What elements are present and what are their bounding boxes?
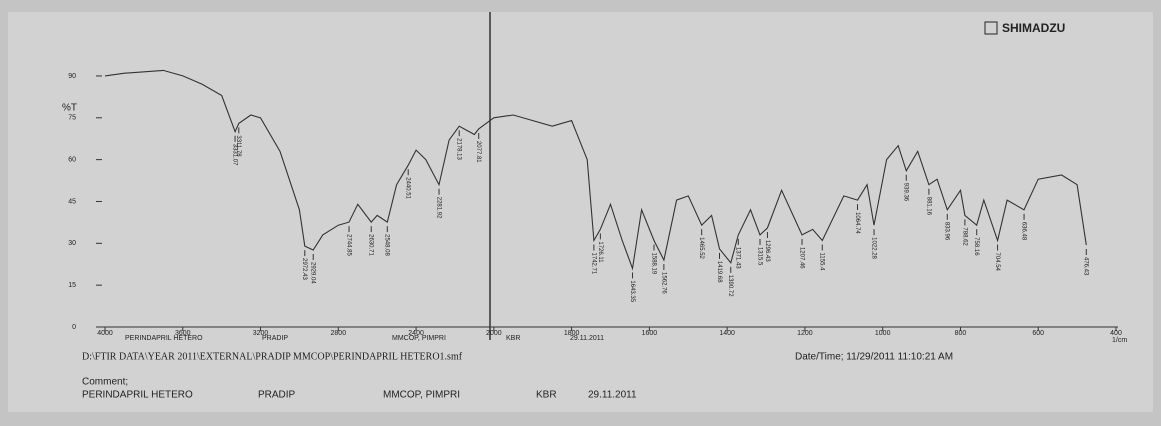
y-tick-label: 15 [68,282,76,289]
peak-label: 3331.07 [231,144,237,166]
peak-label: 1562.76 [660,272,666,294]
x-tick-label: 2800 [331,330,347,337]
peak-label: 1643.35 [629,280,635,302]
peak-label: 833.96 [944,222,950,241]
x-tick-label: 3600 [175,330,191,337]
y-tick-label: 90 [68,73,76,80]
peak-label: 1207.46 [798,247,804,269]
x-tick-label: 2000 [486,330,502,337]
x-axis-label: 1/cm [1112,337,1127,344]
peak-label: 1726.11 [597,241,603,263]
operator: PRADIP [262,335,288,342]
x-tick-label: 1800 [564,330,580,337]
peak-label: 2929.04 [310,262,316,284]
peak-label: 1371.43 [735,247,741,269]
brand: SHIMADZU [1002,21,1065,35]
peak-label: 2744.85 [345,234,351,256]
comment-sample-name: PERINDAPRIL HETERO [82,390,193,401]
file-path: D:\FTIR DATA\YEAR 2011\EXTERNAL\PRADIP M… [82,351,463,362]
peak-label: 1419.68 [716,261,722,283]
peak-label: 2281.92 [435,197,441,219]
x-tick-label: 1400 [719,330,735,337]
spectrum-line [104,69,1087,271]
peak-label: 1315.5 [756,247,762,266]
peak-label: 1064.74 [854,212,860,234]
peak-label: 1390.72 [727,275,733,297]
peak-label: 2440.51 [405,177,411,199]
y-axis-label: %T [62,103,77,114]
peak-label: 1022.28 [870,237,876,259]
peak-label: 704.54 [994,253,1000,272]
x-tick-label: 2400 [408,330,424,337]
peak-label: 2972.43 [301,258,307,280]
comment-institute: MMCOP, PIMPRI [383,390,460,401]
peak-label: 1155.4 [819,253,825,272]
peak-label: 2178.13 [456,138,462,160]
peak-label: 2548.08 [384,234,390,256]
datetime: Date/Time; 11/29/2011 11:10:21 AM [795,352,953,363]
peak-label: 758.16 [973,237,979,256]
x-tick-label: 4000 [97,330,113,337]
sample-name: PERINDAPRIL HETERO [125,335,203,342]
peak-label: 939.36 [903,183,909,202]
peak-label: 881.16 [925,197,931,216]
x-tick-label: 1000 [875,330,891,337]
comment-label: Comment; [82,377,128,388]
x-tick-label: 400 [1110,330,1122,337]
comment-medium: KBR [536,390,557,401]
y-tick-label: 45 [68,198,76,205]
brand-logo [984,21,998,35]
medium: KBR [506,335,520,342]
comment-date: 29.11.2011 [588,390,637,401]
peak-label: 3311.78 [235,135,241,157]
y-tick-label: 30 [68,240,76,247]
peak-label: 1742.71 [590,253,596,275]
date: 29.11.2011 [570,335,604,342]
y-tick-label: 60 [68,156,76,163]
institute: MMCOP, PIMPRI [392,335,446,342]
peak-label: 1296.43 [764,240,770,262]
peak-label: 2077.81 [475,141,481,163]
peak-label: 476.43 [1083,257,1089,276]
x-tick-label: 1600 [642,330,658,337]
peak-label: 2630.71 [368,234,374,256]
peak-label: 1465.52 [698,237,704,259]
x-tick-label: 800 [955,330,967,337]
peak-label: 1588.19 [650,253,656,275]
x-tick-label: 1200 [797,330,813,337]
y-tick-label: 75 [68,115,76,122]
peak-label: 788.62 [961,227,967,246]
x-tick-label: 600 [1032,330,1044,337]
paper [8,12,1153,412]
y-tick-label: 0 [72,324,76,331]
peak-label: 636.48 [1020,222,1026,241]
x-tick-label: 3200 [253,330,269,337]
comment-operator: PRADIP [258,390,296,401]
